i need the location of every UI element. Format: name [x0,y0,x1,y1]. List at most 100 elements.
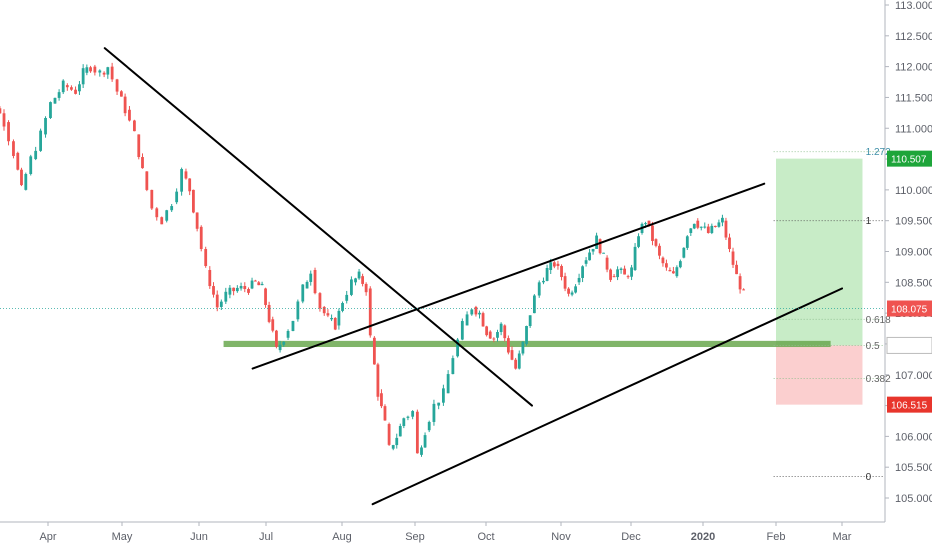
candle-up [106,67,110,75]
candle-up [427,421,431,431]
candle-down [267,304,271,322]
candle-down [658,245,661,256]
x-tick-label: Feb [767,531,786,543]
candle-up [542,280,545,283]
y-tick-label: 109.500 [895,216,932,228]
candle-down [110,66,114,80]
price-badge-label: 110.507 [891,155,927,166]
y-axis[interactable]: 113.000 112.500 112.000 111.500 111.000 110.5… [885,0,932,505]
fib-level-label: 0 [866,472,872,483]
candle-down [133,120,136,132]
candle-up [689,228,693,234]
x-tick-label: Jun [190,531,208,543]
candle-down [383,406,387,421]
candle-down [706,226,710,233]
candle-down [20,169,23,186]
candle-up [532,295,536,314]
candle-up [517,353,521,369]
candle-up [721,217,724,223]
candle-down [212,286,215,295]
candle-up [341,303,344,311]
candle-down [503,325,507,339]
candle-up [49,102,52,118]
y-tick-label: 108.500 [895,277,932,289]
candle-down [150,189,154,209]
candle-up [24,174,28,190]
trendline[interactable] [103,47,533,407]
fib-level-label: 1.272 [866,147,891,158]
price-badges: 110.507 108.075 107.476 106.515 [886,150,932,413]
candle-up [710,225,714,234]
candle-up [465,314,469,326]
candle-down [506,338,510,353]
x-tick-label: May [112,531,133,543]
candle-down [742,289,746,291]
candle-up [53,97,57,104]
candle-up [291,320,295,331]
x-tick-label: Nov [551,531,571,543]
candle-down [738,276,742,290]
candle-up [423,435,427,448]
candle-down [253,280,257,282]
candle-up [584,260,588,264]
candle-down [65,85,69,88]
candle-up [286,330,290,338]
candle-up [61,80,65,93]
candle-down [609,269,612,280]
candle-up [699,226,703,228]
candle-down [713,225,717,228]
candle-down [647,220,651,226]
candle-down [552,262,556,267]
candle-down [364,283,368,293]
trendline[interactable] [371,287,843,506]
x-axis[interactable]: Apr May Jun Jul Aug Sep Oct Nov Dec 2020 Feb Mar [39,522,852,543]
x-tick-label: Dec [621,531,641,543]
candle-up [309,273,313,282]
candle-up [442,388,445,403]
candle-up [637,236,640,247]
candle-up [296,301,300,320]
candle-down [514,359,518,369]
candle-down [567,288,570,294]
candle-down [623,268,626,275]
candle-up [456,339,459,357]
candle-up [85,67,89,73]
candle-down [322,306,326,314]
x-tick-label: Mar [833,531,852,543]
x-tick-label: Aug [332,531,352,543]
candle-down [204,249,208,266]
candle-up [437,402,441,406]
candle-up [574,286,577,293]
candle-down [612,276,616,278]
candle-down [123,96,127,114]
candle-up [224,291,228,302]
candle-down [563,276,567,289]
trendlines-layer[interactable] [103,47,843,506]
trendline[interactable] [251,182,766,370]
candle-up [616,269,619,278]
candle-down [387,424,391,445]
y-tick-label: 106.000 [895,431,932,443]
candle-down [0,108,2,114]
candle-up [250,280,254,289]
candle-up [337,310,341,326]
candle-up [357,271,361,279]
y-tick-label: 112.000 [895,62,932,74]
candle-up [57,92,61,98]
candle-down [137,134,141,158]
candle-down [661,257,665,264]
candle-up [278,344,282,351]
candle-down [651,225,654,242]
candle-up [633,246,637,270]
candle-down [264,288,267,305]
candle-up [219,301,223,307]
stop-zone [776,345,863,405]
candle-up [175,191,179,203]
y-tick-label: 112.500 [895,31,932,43]
candle-up [470,309,474,315]
x-tick-label: Apr [39,531,56,543]
candle-down [192,189,195,213]
candle-down [93,66,97,73]
candle-down [16,152,20,170]
